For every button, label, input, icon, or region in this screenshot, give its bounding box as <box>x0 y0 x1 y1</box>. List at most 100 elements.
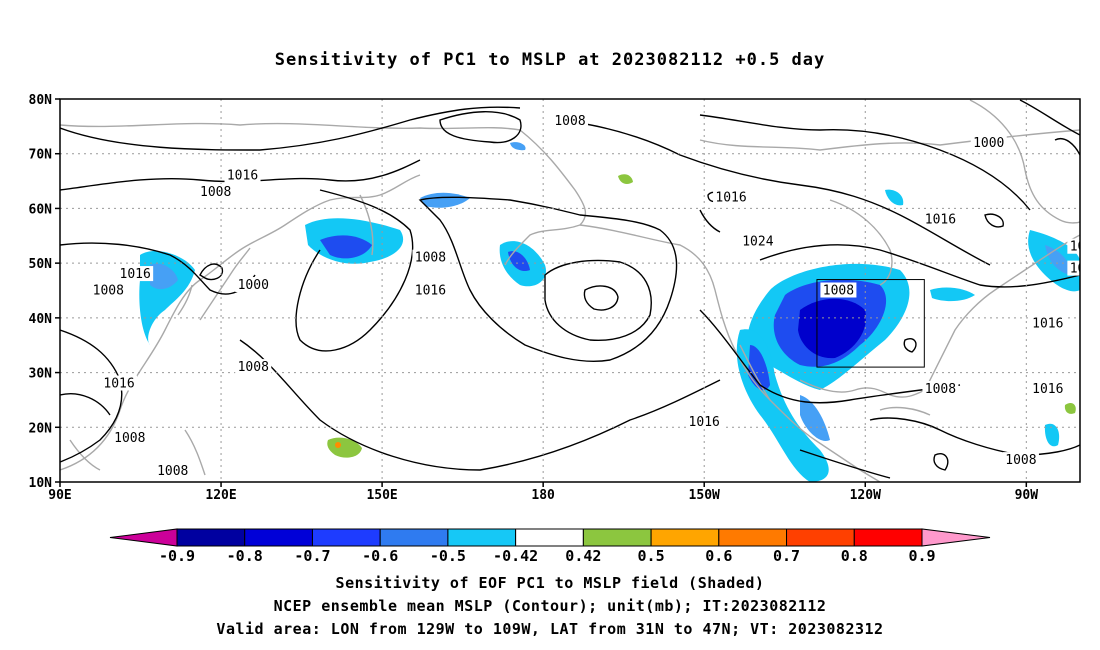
contour-5 <box>439 111 522 144</box>
coastlines <box>60 99 1080 482</box>
contour-label-bg <box>235 277 272 293</box>
footer-line-valid-area: Valid area: LON from 129W to 109W, LAT f… <box>216 620 884 638</box>
contour-17 <box>1054 138 1080 156</box>
contour-label-bg <box>820 282 857 298</box>
contour-13 <box>559 119 991 266</box>
colorbar-swatch <box>650 528 720 547</box>
contour-label-bg <box>970 134 1007 150</box>
lat-label: 60N <box>29 202 53 217</box>
shade-neg-car <box>1044 423 1060 447</box>
contour-label-bg <box>235 359 272 375</box>
valid-area-box <box>816 279 925 368</box>
contour-label-bg <box>686 413 723 429</box>
colorbar-swatch <box>786 528 855 547</box>
contour-label: 1016 <box>925 212 956 227</box>
contour-label-bg <box>224 167 261 183</box>
contour-label-bg <box>197 184 234 200</box>
colorbar-swatch <box>176 528 246 547</box>
colorbar-tick-label: -0.5 <box>430 547 466 565</box>
contour-16 <box>1019 99 1080 136</box>
contour-label-bg <box>412 282 449 298</box>
shade-neg-gulf <box>800 395 830 441</box>
contour-10 <box>60 329 123 463</box>
coast-cuba <box>879 406 931 416</box>
coast-baja <box>739 344 771 401</box>
contour-4 <box>199 263 224 281</box>
contour-3 <box>60 242 256 295</box>
colorbar-swatch <box>447 528 517 547</box>
contour-label: 1008 <box>554 114 585 129</box>
contour-18 <box>759 244 1080 288</box>
lat-label: 10N <box>29 476 53 491</box>
colorbar-tick-label: 0.6 <box>705 547 732 565</box>
lon-label: 150E <box>366 488 397 503</box>
contour-label-bg <box>1067 238 1080 254</box>
contour-label: 1016 <box>103 377 134 392</box>
contour-label: 1016 <box>1032 316 1063 331</box>
contour-label-bg <box>111 430 148 446</box>
lat-label: 30N <box>29 367 53 382</box>
contour-11 <box>60 393 111 416</box>
contour-label: 1016 <box>227 169 258 184</box>
coast-greenland <box>969 99 1080 224</box>
shade-neg-bering <box>420 192 470 208</box>
contour-label-bg <box>1029 315 1066 331</box>
footer-line-contour: NCEP ensemble mean MSLP (Contour); unit(… <box>273 597 827 615</box>
contour-label-bg <box>1029 380 1066 396</box>
contour-label-bg <box>713 189 750 205</box>
colorbar-tick-label: -0.42 <box>493 547 538 565</box>
contour-label-bg <box>552 112 588 128</box>
colorbar-right-arrow <box>921 528 991 547</box>
contour-label: 1008 <box>1070 262 1100 277</box>
contour-label: 1000 <box>238 278 269 293</box>
contour-label: 1008 <box>925 382 956 397</box>
contour-15 <box>984 213 1004 228</box>
colorbar-swatch <box>515 528 584 547</box>
coast-arctic-na <box>699 129 1080 151</box>
contour-label: 1016 <box>715 190 746 205</box>
shade-neg-kam-core <box>320 235 372 259</box>
contour-label: 1008 <box>823 284 854 299</box>
lat-label: 70N <box>29 148 53 163</box>
contour-21 <box>699 209 721 233</box>
shade-pos-green-pac <box>327 437 362 458</box>
contour-label-bg <box>412 249 449 265</box>
contour-labels: 1008101610081000101610241016100010081008… <box>90 112 1100 479</box>
colorbar: -0.9 -0.8 -0.7 -0.6 -0.5 -0.42 0.42 0.5 0.6 0.7 0.… <box>109 528 991 565</box>
colorbar-swatch <box>379 528 449 547</box>
contour-label: 1000 <box>1070 240 1100 255</box>
shade-pos-green-alaska <box>618 174 633 184</box>
coast-japan <box>199 247 251 321</box>
mslp-contours <box>60 99 1080 479</box>
coast-gulf <box>799 379 926 398</box>
contour-6 <box>418 196 678 363</box>
contour-label-bg <box>117 266 154 282</box>
colorbar-tick-label: -0.7 <box>294 547 330 565</box>
shade-neg-japan-core <box>150 263 178 290</box>
contour-label-bg <box>154 463 191 479</box>
contour-25 <box>799 449 891 479</box>
contour-label: 1016 <box>120 267 151 282</box>
contour-1 <box>60 106 521 151</box>
contour-9 <box>295 189 414 352</box>
contour-label: 1008 <box>200 185 231 200</box>
chart-title: Sensitivity of PC1 to MSLP at 2023082112… <box>274 50 826 70</box>
colorbar-swatch <box>718 528 788 547</box>
lon-label: 180 <box>531 488 555 503</box>
lon-label: 120W <box>850 488 881 503</box>
gridlines <box>60 99 1080 482</box>
colorbar-tick-label: -0.9 <box>159 547 195 565</box>
contour-label: 1008 <box>93 284 124 299</box>
contour-14 <box>699 114 1031 211</box>
latitude-axis: 80N 70N 60N 50N 40N 30N 20N 10N <box>29 93 60 491</box>
contour-label-bg <box>739 233 776 249</box>
contour-label: 1016 <box>1032 382 1063 397</box>
coast-philippines <box>184 429 206 476</box>
colorbar-tick-label: 0.7 <box>773 547 800 565</box>
coast-hudson <box>829 199 893 286</box>
coast-kamchatka <box>359 194 374 256</box>
coast-na-east <box>924 234 1080 391</box>
colorbar-tick-label: 0.42 <box>565 547 601 565</box>
contour-label: 1016 <box>415 284 446 299</box>
